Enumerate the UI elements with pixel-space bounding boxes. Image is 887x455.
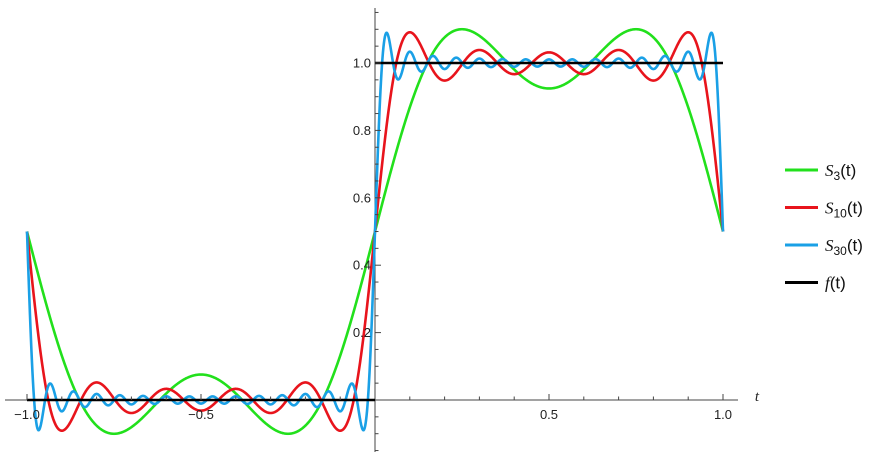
x-axis-label: t (755, 389, 760, 405)
y-tick-label: 0.2 (353, 325, 371, 340)
legend-item-3: f(t) (785, 274, 846, 293)
x-tick-label: 0.5 (540, 407, 558, 422)
legend-label: S30(t) (825, 236, 863, 258)
legend-label: S10(t) (825, 199, 863, 221)
x-tick-label: 1.0 (714, 407, 732, 422)
legend-label: S3(t) (825, 161, 856, 183)
y-tick-label: 1.0 (353, 56, 371, 71)
legend: S3(t) S10(t) S30(t) f(t) (785, 161, 863, 293)
x-tick-label: −0.5 (188, 407, 214, 422)
legend-label: f(t) (825, 274, 846, 293)
legend-item-2: S30(t) (785, 236, 863, 258)
y-tick-label: 0.4 (353, 258, 371, 273)
legend-item-1: S10(t) (785, 199, 863, 221)
legend-item-0: S3(t) (785, 161, 856, 183)
x-tick-label: −1.0 (14, 407, 40, 422)
y-tick-label: 0.8 (353, 123, 371, 138)
ticks: −1.0 −0.5 0.5 1.0 0.2 0.4 0.6 0.8 1.0 (14, 11, 732, 452)
y-tick-label: 0.6 (353, 190, 371, 205)
